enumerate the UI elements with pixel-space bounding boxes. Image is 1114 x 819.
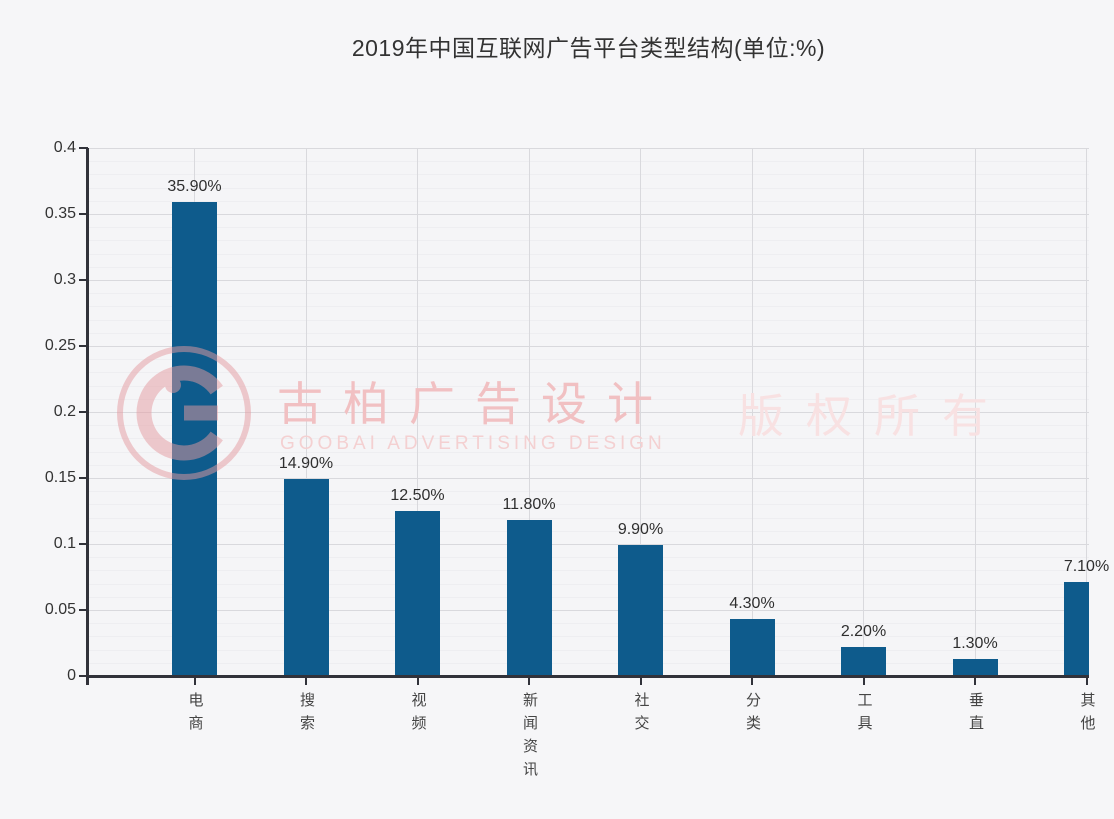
- grid-line-major: [88, 478, 1089, 479]
- grid-line-minor: [88, 662, 1089, 664]
- grid-line-minor: [88, 570, 1089, 572]
- grid-line-minor: [88, 557, 1089, 559]
- y-axis-tick: [79, 543, 88, 545]
- bar: [952, 658, 998, 676]
- x-category-label: 社交: [632, 692, 650, 738]
- grid-line-minor: [88, 187, 1089, 189]
- grid-line-minor: [88, 266, 1089, 268]
- bar: [283, 479, 329, 676]
- grid-line-vertical: [417, 148, 418, 676]
- x-axis-tick: [1085, 678, 1088, 685]
- grid-line-minor: [88, 359, 1089, 361]
- y-axis-tick: [79, 411, 88, 413]
- x-axis-tick: [751, 678, 753, 685]
- grid-line-major: [88, 148, 1089, 149]
- bar: [1064, 582, 1089, 676]
- chart-title: 2019年中国互联网广告平台类型结构(单位:%): [351, 35, 826, 61]
- y-axis-tick: [79, 675, 88, 677]
- x-category-label: 工具: [855, 692, 873, 738]
- x-axis-tick: [416, 678, 419, 685]
- x-category-label: 新闻资讯: [521, 692, 538, 784]
- y-axis-tick: [79, 147, 88, 149]
- grid-line-vertical: [640, 148, 641, 676]
- grid-line-minor: [88, 174, 1089, 176]
- grid-line-minor: [88, 161, 1089, 163]
- bar: [729, 619, 775, 676]
- grid-line-major: [88, 544, 1089, 545]
- y-axis-tick: [79, 213, 88, 215]
- y-tick-label: 0.25: [44, 337, 76, 354]
- grid-line-major: [88, 280, 1089, 281]
- y-tick-label: 0.05: [44, 601, 76, 618]
- x-axis-tick: [193, 678, 196, 685]
- grid-line-minor: [88, 385, 1089, 387]
- grid-line-major: [88, 346, 1089, 347]
- grid-line-minor: [88, 319, 1089, 321]
- grid-line-minor: [88, 438, 1089, 440]
- grid-line-minor: [88, 583, 1089, 585]
- grid-line-minor: [88, 504, 1089, 506]
- x-category-label: 电商: [186, 692, 204, 738]
- x-axis-tick: [974, 678, 976, 685]
- y-tick-label: 0.3: [53, 271, 76, 288]
- x-category-label: 视频: [409, 692, 427, 738]
- grid-line-vertical: [751, 148, 753, 676]
- grid-line-minor: [88, 596, 1089, 598]
- grid-line-vertical: [528, 148, 530, 676]
- y-tick-label: 0.4: [53, 139, 76, 156]
- y-tick-label: 0.1: [53, 535, 76, 552]
- grid-line-vertical: [305, 148, 307, 676]
- y-axis-tick: [79, 345, 88, 347]
- bar: [841, 646, 886, 676]
- y-tick-label: 0.2: [53, 403, 76, 420]
- grid-line-vertical: [974, 148, 976, 676]
- y-tick-label: 0: [67, 667, 76, 684]
- grid-line-minor: [88, 451, 1089, 453]
- grid-line-vertical: [863, 148, 864, 676]
- axis-origin-tick: [86, 678, 89, 685]
- grid-line-minor: [88, 372, 1089, 374]
- x-axis-tick: [528, 678, 530, 685]
- plot-area: [88, 148, 1089, 676]
- grid-line-minor: [88, 649, 1089, 651]
- grid-line-minor: [88, 464, 1089, 466]
- grid-line-minor: [88, 425, 1089, 427]
- grid-line-minor: [88, 200, 1089, 202]
- grid-line-minor: [88, 517, 1089, 519]
- grid-line-minor: [88, 306, 1089, 308]
- grid-line-minor: [88, 491, 1089, 493]
- y-axis-tick: [79, 477, 88, 479]
- grid-line-minor: [88, 530, 1089, 532]
- grid-line-minor: [88, 623, 1089, 625]
- grid-line-minor: [88, 227, 1089, 229]
- y-axis-tick: [79, 279, 88, 281]
- bar: [395, 511, 440, 676]
- x-category-label: 其他: [1078, 692, 1096, 738]
- grid-line-vertical: [1086, 148, 1087, 676]
- x-axis-tick: [639, 678, 642, 685]
- grid-line-minor: [88, 636, 1089, 638]
- bar: [506, 520, 552, 676]
- y-tick-label: 0.35: [44, 205, 76, 222]
- x-axis-tick: [862, 678, 865, 685]
- grid-line-minor: [88, 240, 1089, 242]
- bar: [618, 545, 663, 676]
- grid-line-major: [88, 214, 1089, 215]
- grid-line-minor: [88, 398, 1089, 400]
- grid-line-minor: [88, 293, 1089, 295]
- x-axis-tick: [305, 678, 307, 685]
- x-category-label: 分类: [744, 692, 761, 738]
- x-category-label: 垂直: [967, 692, 984, 738]
- grid-line-minor: [88, 332, 1089, 334]
- grid-line-major: [88, 412, 1089, 413]
- y-axis-tick: [79, 609, 88, 611]
- bar: [172, 202, 217, 676]
- y-tick-label: 0.15: [44, 469, 76, 486]
- grid-line-minor: [88, 253, 1089, 255]
- x-category-label: 搜索: [298, 692, 315, 738]
- grid-line-major: [88, 610, 1089, 611]
